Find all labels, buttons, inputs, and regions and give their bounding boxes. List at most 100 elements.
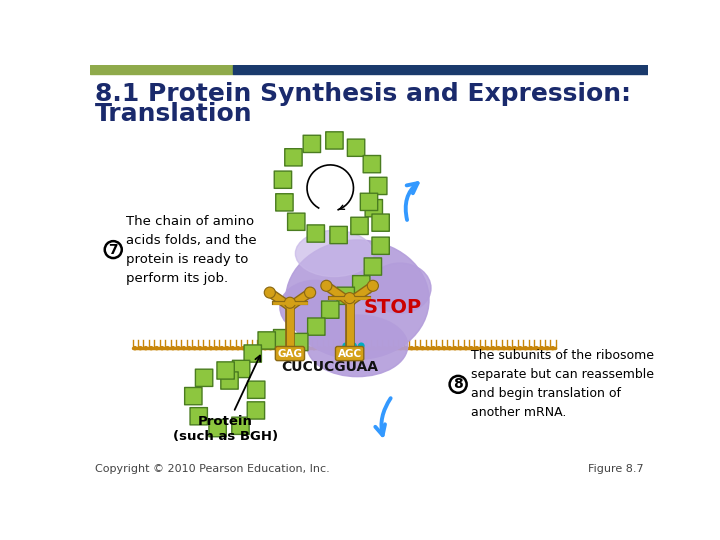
Circle shape	[394, 347, 397, 350]
Ellipse shape	[307, 315, 408, 377]
Text: Translation: Translation	[94, 102, 252, 126]
Circle shape	[415, 347, 418, 350]
FancyBboxPatch shape	[364, 258, 382, 275]
Circle shape	[321, 280, 332, 291]
FancyBboxPatch shape	[347, 139, 365, 157]
Circle shape	[318, 347, 321, 350]
Text: STOP: STOP	[363, 298, 421, 317]
Circle shape	[177, 347, 180, 350]
Bar	[233, 65, 648, 74]
Text: 7: 7	[109, 242, 118, 256]
Circle shape	[459, 347, 462, 350]
FancyBboxPatch shape	[274, 329, 291, 347]
Circle shape	[481, 347, 484, 350]
Circle shape	[188, 347, 191, 350]
Bar	[90, 65, 233, 74]
FancyBboxPatch shape	[351, 217, 368, 234]
Circle shape	[139, 347, 142, 350]
Text: Copyright © 2010 Pearson Education, Inc.: Copyright © 2010 Pearson Education, Inc.	[94, 464, 329, 475]
Circle shape	[475, 347, 478, 350]
Circle shape	[269, 347, 272, 350]
Circle shape	[220, 347, 223, 350]
FancyBboxPatch shape	[276, 194, 293, 211]
Circle shape	[432, 347, 435, 350]
FancyBboxPatch shape	[291, 333, 308, 350]
Circle shape	[518, 347, 522, 350]
Circle shape	[529, 347, 533, 350]
Circle shape	[296, 347, 300, 350]
Circle shape	[464, 347, 467, 350]
Text: The subunits of the ribosome
separate but can reassemble
and begin translation o: The subunits of the ribosome separate bu…	[471, 349, 654, 420]
Circle shape	[284, 298, 295, 308]
Circle shape	[171, 347, 174, 350]
Circle shape	[497, 347, 500, 350]
Circle shape	[329, 347, 332, 350]
Circle shape	[344, 293, 355, 303]
Circle shape	[323, 347, 326, 350]
Circle shape	[248, 347, 251, 350]
Circle shape	[306, 288, 315, 297]
Circle shape	[280, 347, 283, 350]
FancyBboxPatch shape	[244, 345, 261, 362]
FancyBboxPatch shape	[195, 369, 213, 387]
FancyBboxPatch shape	[360, 193, 378, 211]
Circle shape	[377, 347, 381, 350]
Circle shape	[449, 376, 467, 393]
Circle shape	[266, 288, 274, 297]
Circle shape	[286, 299, 294, 307]
Circle shape	[399, 347, 402, 350]
Circle shape	[410, 347, 413, 350]
Circle shape	[210, 347, 212, 350]
Circle shape	[503, 347, 505, 350]
FancyBboxPatch shape	[372, 214, 390, 231]
Circle shape	[193, 347, 196, 350]
FancyBboxPatch shape	[233, 360, 250, 377]
Circle shape	[351, 343, 356, 348]
Circle shape	[236, 347, 240, 350]
Circle shape	[448, 347, 451, 350]
Circle shape	[454, 347, 456, 350]
FancyBboxPatch shape	[303, 135, 320, 152]
Text: Protein
(such as BGH): Protein (such as BGH)	[173, 355, 278, 443]
Circle shape	[524, 347, 527, 350]
Circle shape	[312, 347, 315, 350]
Circle shape	[508, 347, 510, 350]
FancyBboxPatch shape	[330, 226, 347, 244]
Circle shape	[199, 347, 202, 350]
Circle shape	[366, 347, 370, 350]
Circle shape	[274, 347, 277, 350]
FancyBboxPatch shape	[285, 148, 302, 166]
Circle shape	[346, 294, 354, 302]
FancyBboxPatch shape	[190, 408, 207, 425]
Ellipse shape	[280, 280, 350, 334]
Circle shape	[144, 347, 148, 350]
Circle shape	[340, 347, 343, 350]
Text: The chain of amino
acids folds, and the
protein is ready to
perform its job.: The chain of amino acids folds, and the …	[126, 214, 256, 285]
Circle shape	[486, 347, 489, 350]
FancyBboxPatch shape	[322, 301, 339, 318]
Ellipse shape	[286, 240, 429, 359]
Circle shape	[264, 287, 275, 298]
Circle shape	[546, 347, 549, 350]
FancyBboxPatch shape	[363, 156, 381, 173]
Circle shape	[231, 347, 234, 350]
Circle shape	[305, 287, 315, 298]
Circle shape	[437, 347, 441, 350]
Circle shape	[150, 347, 153, 350]
FancyBboxPatch shape	[217, 362, 234, 379]
Circle shape	[264, 347, 266, 350]
Circle shape	[182, 347, 185, 350]
FancyBboxPatch shape	[325, 132, 343, 149]
Circle shape	[155, 347, 158, 350]
Circle shape	[383, 347, 386, 350]
Circle shape	[351, 347, 354, 350]
Circle shape	[307, 347, 310, 350]
Circle shape	[388, 347, 392, 350]
Circle shape	[551, 347, 554, 350]
Circle shape	[166, 347, 169, 350]
Circle shape	[367, 280, 378, 291]
Circle shape	[253, 347, 256, 350]
Text: GAG: GAG	[277, 348, 302, 359]
FancyBboxPatch shape	[248, 381, 265, 399]
Circle shape	[535, 347, 538, 350]
